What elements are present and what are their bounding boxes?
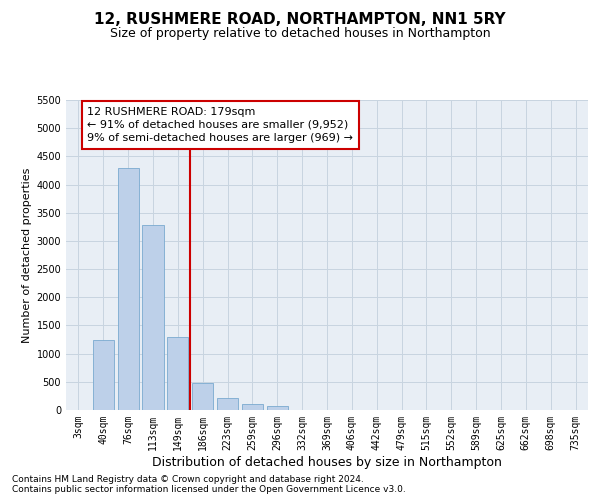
Text: Size of property relative to detached houses in Northampton: Size of property relative to detached ho…	[110, 28, 490, 40]
Text: Contains public sector information licensed under the Open Government Licence v3: Contains public sector information licen…	[12, 485, 406, 494]
Bar	[93, 340, 114, 410]
Bar	[192, 383, 213, 410]
Bar	[167, 336, 188, 410]
Text: Contains HM Land Registry data © Crown copyright and database right 2024.: Contains HM Land Registry data © Crown c…	[12, 475, 364, 484]
Bar	[142, 225, 164, 410]
Bar	[242, 404, 263, 410]
Bar	[118, 168, 139, 410]
Text: 12 RUSHMERE ROAD: 179sqm
← 91% of detached houses are smaller (9,952)
9% of semi: 12 RUSHMERE ROAD: 179sqm ← 91% of detach…	[87, 107, 353, 143]
Text: 12, RUSHMERE ROAD, NORTHAMPTON, NN1 5RY: 12, RUSHMERE ROAD, NORTHAMPTON, NN1 5RY	[94, 12, 506, 28]
Bar	[267, 406, 288, 410]
X-axis label: Distribution of detached houses by size in Northampton: Distribution of detached houses by size …	[152, 456, 502, 468]
Bar	[217, 398, 238, 410]
Y-axis label: Number of detached properties: Number of detached properties	[22, 168, 32, 342]
